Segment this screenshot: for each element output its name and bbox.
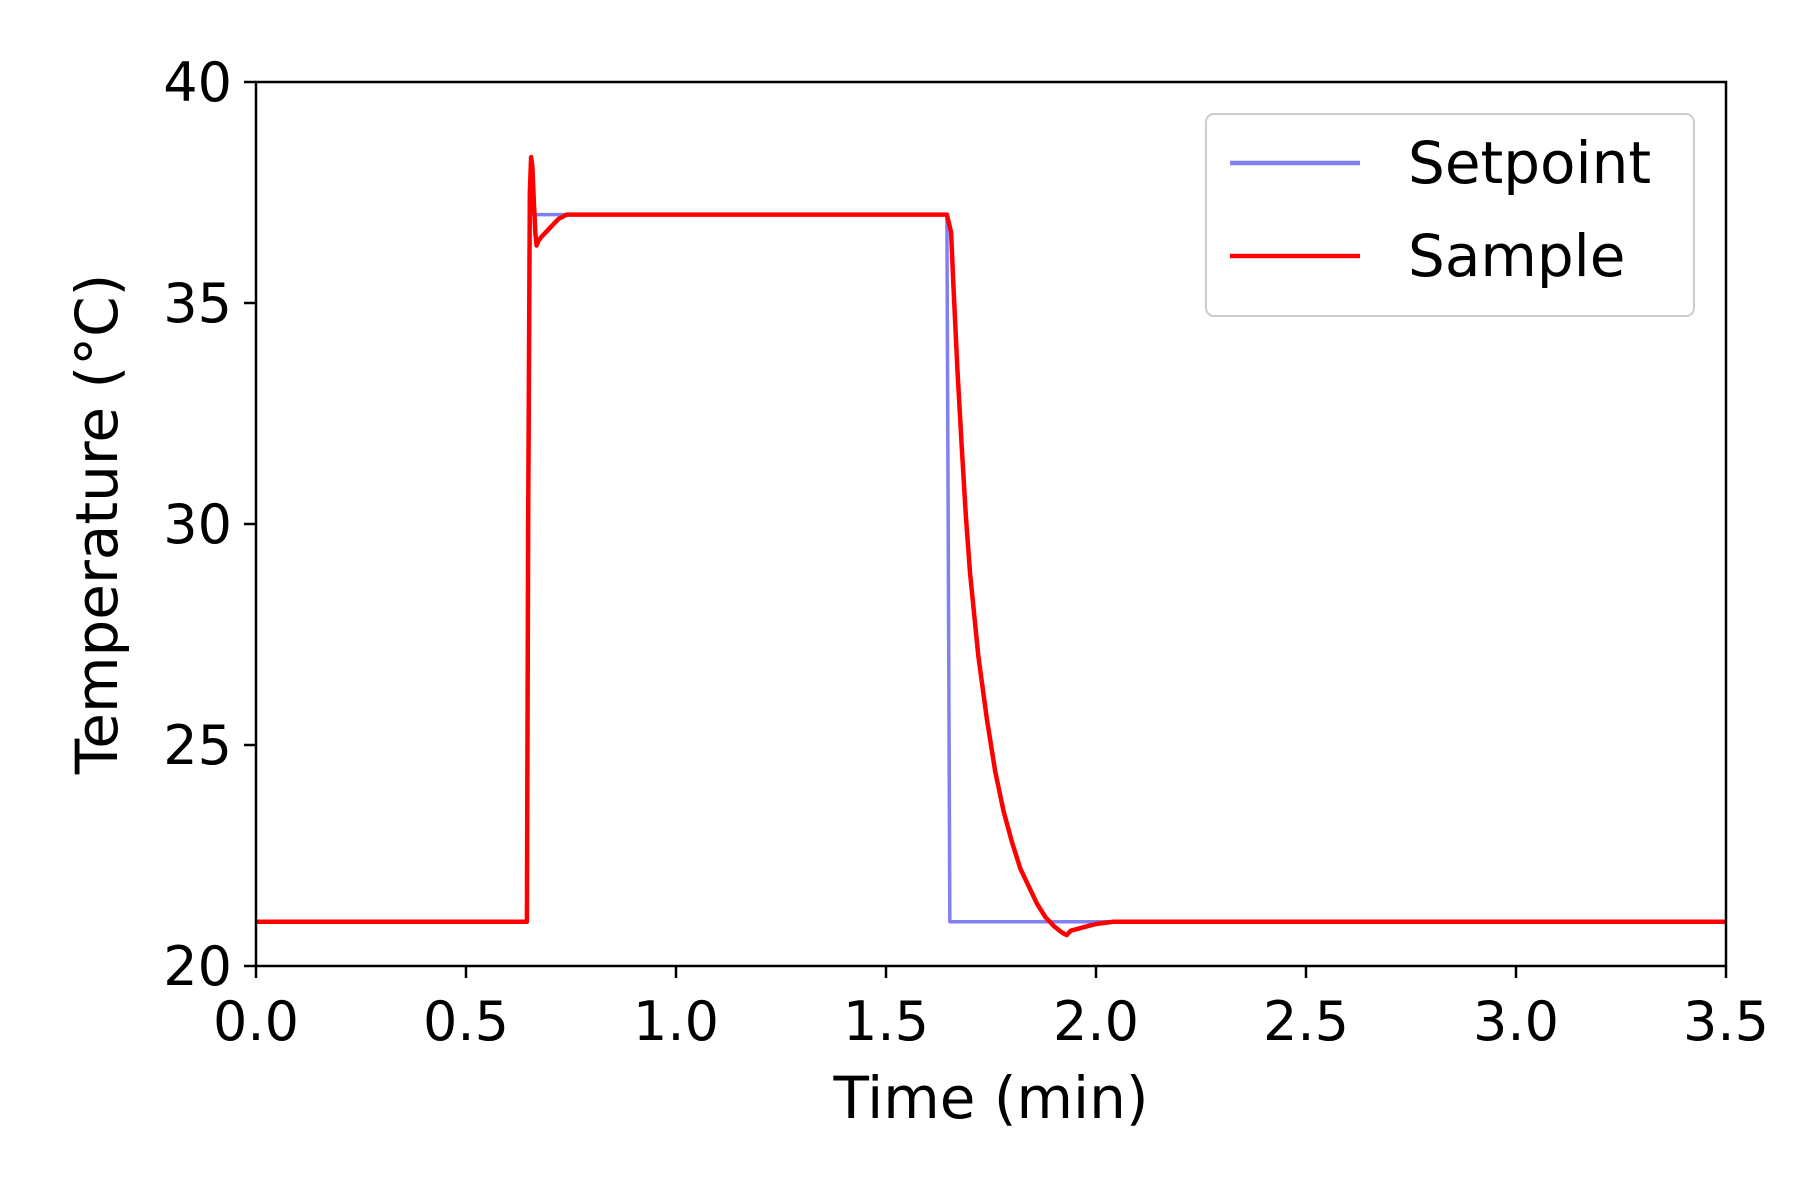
y-ticks: 20 25 30 35 40 [163, 51, 256, 998]
x-tick-label: 1.0 [633, 990, 719, 1053]
x-tick-label: 3.5 [1683, 990, 1769, 1053]
series-line-sample [256, 154, 1726, 938]
series-layer [256, 154, 1726, 938]
legend-label-setpoint: Setpoint [1408, 129, 1651, 197]
legend: Setpoint Sample [1205, 113, 1695, 317]
x-tick-label: 0.5 [423, 990, 509, 1053]
x-ticks: 0.0 0.5 1.0 1.5 2.0 2.5 3.0 3.5 [213, 966, 1769, 1053]
y-tick-label: 40 [163, 51, 232, 114]
x-tick-label: 3.0 [1473, 990, 1559, 1053]
y-tick-label: 25 [163, 714, 232, 777]
x-tick-label: 1.5 [843, 990, 929, 1053]
legend-label-sample: Sample [1408, 222, 1625, 290]
series-line-setpoint [256, 212, 1726, 924]
x-tick-label: 2.5 [1263, 990, 1349, 1053]
x-axis-title: Time (min) [832, 1064, 1148, 1132]
y-tick-label: 30 [163, 493, 232, 556]
y-axis-title: Temperature (°C) [63, 274, 131, 776]
y-tick-label: 20 [163, 935, 232, 998]
x-tick-label: 0.0 [213, 990, 299, 1053]
y-tick-label: 35 [163, 272, 232, 335]
x-tick-label: 2.0 [1053, 990, 1139, 1053]
